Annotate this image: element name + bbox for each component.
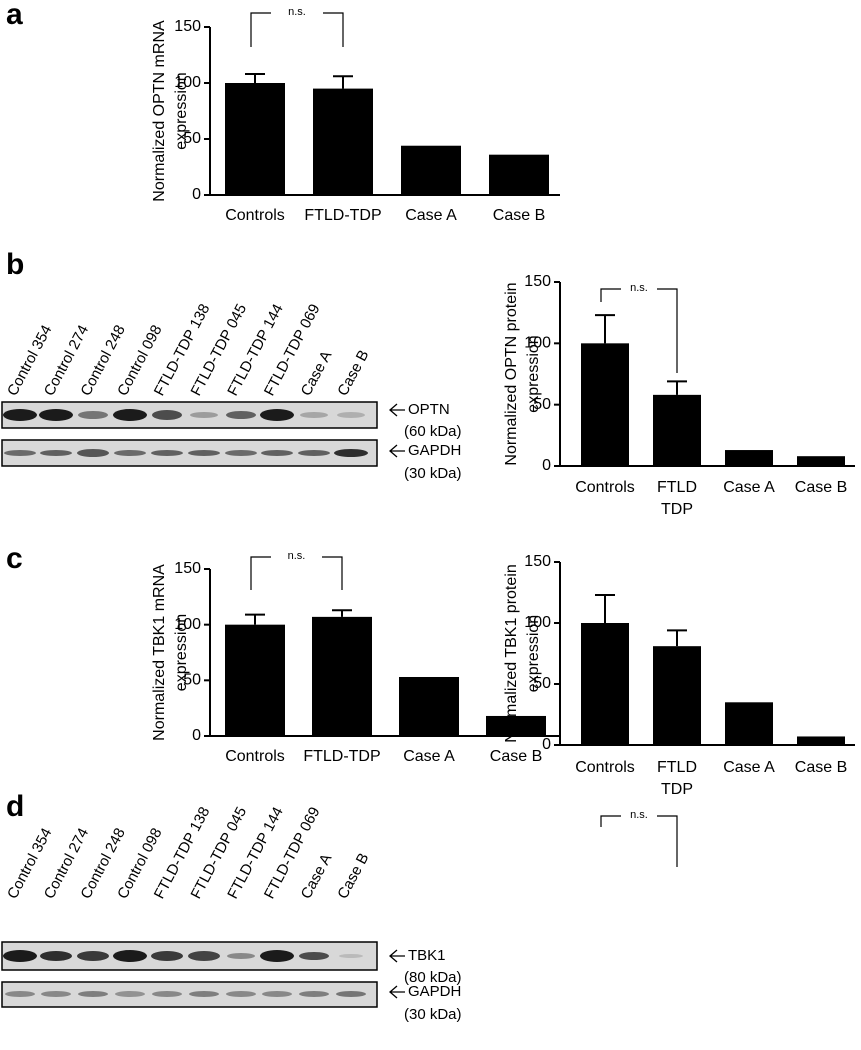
x-tick-label: Case A <box>723 479 775 496</box>
x-tick-label: TDP <box>661 781 693 798</box>
bar <box>313 88 373 195</box>
bar <box>225 83 285 195</box>
y-tick-label: 150 <box>524 273 551 290</box>
bar-chart: 0 50 100 150 Normalized TBK1 mRNA expression C… <box>151 550 560 765</box>
x-tick-label: Case B <box>795 759 847 776</box>
error-bar <box>333 75 353 89</box>
y-tick-label: 150 <box>174 18 201 35</box>
band-size: (80 kDa) <box>404 969 462 986</box>
band-size: (60 kDa) <box>404 423 462 440</box>
y-axis-label: Normalized TBK1 protein <box>503 564 520 742</box>
bar <box>486 715 546 736</box>
blot-d: TBK1 (80 kDa) GAPDH (30 kDa) <box>1 941 462 1023</box>
bar <box>797 736 845 745</box>
lane-label: Case A <box>298 851 336 902</box>
y-axis-label: expression <box>525 335 542 412</box>
significance-bracket <box>600 288 678 373</box>
significance-bracket <box>600 815 678 867</box>
x-tick-label: Case A <box>405 207 457 224</box>
x-tick-label: Controls <box>225 207 285 224</box>
y-axis-label: Normalized TBK1 mRNA <box>151 564 168 741</box>
x-tick-label: Case A <box>403 748 455 765</box>
y-tick-label: 150 <box>174 560 201 577</box>
bar <box>399 676 459 736</box>
bar <box>225 624 285 736</box>
y-axis-label: Normalized OPTN protein <box>503 282 520 465</box>
y-tick-label: 50 <box>533 675 551 692</box>
error-bar <box>595 593 615 623</box>
error-bar <box>667 629 687 647</box>
significance-bracket <box>250 556 343 590</box>
significance-bracket <box>250 12 344 47</box>
y-axis-label: Normalized OPTN mRNA <box>151 20 168 202</box>
x-tick-label: FTLD <box>657 759 697 776</box>
error-bar <box>667 380 687 395</box>
bar <box>581 623 629 745</box>
y-tick-label: 50 <box>183 672 201 689</box>
panel-label: b <box>6 248 24 281</box>
y-tick-label: 100 <box>174 616 201 633</box>
x-tick-label: Controls <box>575 479 635 496</box>
x-tick-label: FTLD-TDP <box>303 748 380 765</box>
annotation: n.s. <box>630 282 648 294</box>
x-tick-label: Controls <box>575 759 635 776</box>
bar <box>581 343 629 466</box>
blot-b: OPTN (60 kDa) GAPDH (30 kDa) <box>1 401 462 482</box>
annotation: n.s. <box>630 809 648 821</box>
y-tick-label: 50 <box>183 130 201 147</box>
x-tick-label: Case B <box>490 748 542 765</box>
y-axis-label: expression <box>173 72 190 149</box>
bar <box>489 154 549 195</box>
x-tick-label: FTLD <box>657 479 697 496</box>
y-tick-label: 0 <box>192 727 201 744</box>
band-name: GAPDH <box>408 442 461 459</box>
band-name: GAPDH <box>408 983 461 1000</box>
y-axis-label: expression <box>525 615 542 692</box>
error-bar <box>332 609 352 617</box>
y-tick-label: 0 <box>542 457 551 474</box>
x-tick-label: Case B <box>493 207 545 224</box>
y-axis-label: expression <box>173 614 190 691</box>
panel-label: a <box>6 0 23 31</box>
lane-label: Case B <box>334 347 372 398</box>
x-tick-label: Case A <box>723 759 775 776</box>
y-tick-label: 100 <box>174 74 201 91</box>
annotation: n.s. <box>288 6 306 18</box>
bar <box>312 616 372 736</box>
bar-chart: 0 50 100 150 Normalized OPTN mRNA expression C… <box>151 6 560 224</box>
error-bar <box>595 314 615 344</box>
x-tick-label: FTLD-TDP <box>304 207 381 224</box>
y-tick-label: 100 <box>524 614 551 631</box>
bar <box>653 646 701 745</box>
bar <box>401 145 461 195</box>
bar <box>653 394 701 466</box>
y-tick-label: 100 <box>524 335 551 352</box>
bar <box>797 456 845 466</box>
annotation: n.s. <box>288 550 306 562</box>
band-name: OPTN <box>408 401 450 418</box>
x-tick-label: Controls <box>225 748 285 765</box>
lane-label: Case B <box>334 850 372 901</box>
y-tick-label: 0 <box>192 186 201 203</box>
x-tick-label: TDP <box>661 501 693 518</box>
error-bar <box>245 73 265 83</box>
y-tick-label: 0 <box>542 736 551 753</box>
bar <box>725 450 773 466</box>
error-bar <box>245 613 265 625</box>
y-tick-label: 150 <box>524 553 551 570</box>
band-name: TBK1 <box>408 947 446 964</box>
y-tick-label: 50 <box>533 396 551 413</box>
band-size: (30 kDa) <box>404 465 462 482</box>
panel-label: d <box>6 790 24 823</box>
panel-label: c <box>6 542 23 575</box>
band-size: (30 kDa) <box>404 1006 462 1023</box>
lane-label: Case A <box>298 348 336 399</box>
bar <box>725 702 773 745</box>
x-tick-label: Case B <box>795 479 847 496</box>
